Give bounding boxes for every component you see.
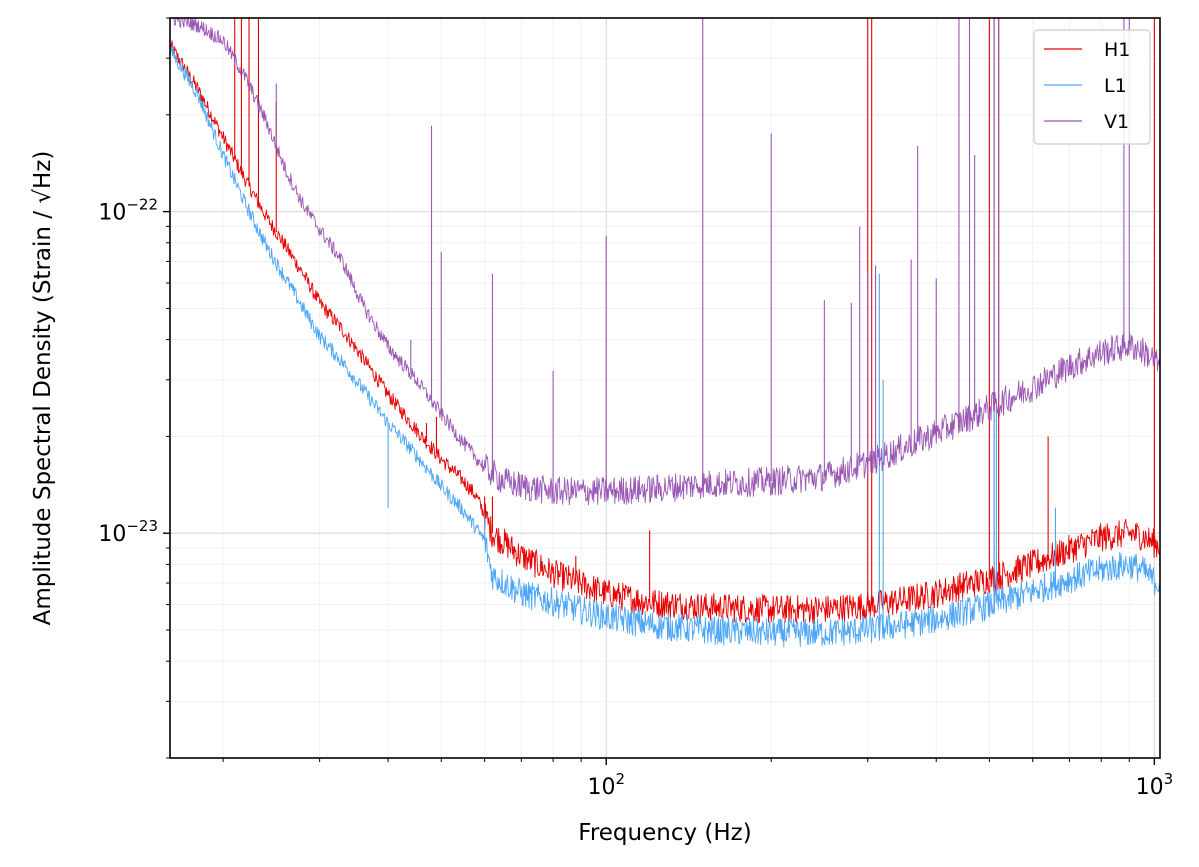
y-tick-label-exponent: −23 bbox=[126, 517, 158, 535]
x-tick-label-exponent: 2 bbox=[615, 770, 625, 788]
legend: H1 L1 V1 bbox=[1033, 29, 1151, 145]
plot-area bbox=[170, 18, 1160, 758]
x-axis-label: Frequency (Hz) bbox=[578, 820, 751, 846]
y-tick-label-exponent: −22 bbox=[126, 196, 158, 214]
legend-label: L1 bbox=[1104, 75, 1127, 97]
y-tick-label: 10−23 bbox=[98, 517, 158, 547]
legend-label: H1 bbox=[1104, 39, 1130, 61]
y-tick-label-base: 10 bbox=[98, 522, 126, 547]
series-line bbox=[170, 18, 1160, 506]
plot-frame bbox=[169, 17, 1161, 759]
x-tick-label: 103 bbox=[1136, 770, 1174, 800]
legend-box bbox=[1033, 29, 1151, 145]
x-tick-label-base: 10 bbox=[587, 775, 615, 800]
legend-label: V1 bbox=[1104, 111, 1129, 133]
legend-entry: H1 bbox=[1044, 39, 1130, 61]
x-tick-label: 102 bbox=[587, 770, 625, 800]
legend-entry: V1 bbox=[1044, 111, 1129, 133]
y-tick-label: 10−22 bbox=[98, 196, 158, 226]
y-tick-label-base: 10 bbox=[98, 201, 126, 226]
y-axis-label: Amplitude Spectral Density (Strain / √Hz… bbox=[30, 151, 56, 626]
legend-entry: L1 bbox=[1044, 75, 1127, 97]
series-line bbox=[170, 45, 1160, 648]
x-tick-label-base: 10 bbox=[1136, 775, 1164, 800]
series-line bbox=[170, 40, 1160, 624]
x-tick-label-exponent: 3 bbox=[1164, 770, 1174, 788]
